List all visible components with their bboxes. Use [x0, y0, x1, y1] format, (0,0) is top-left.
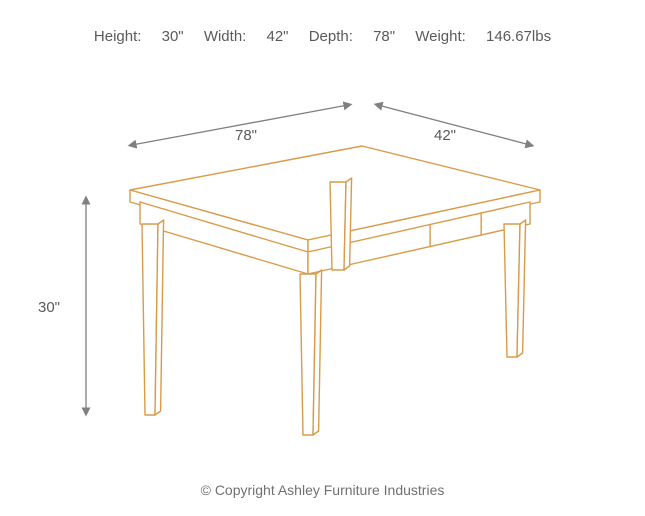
copyright-text: © Copyright Ashley Furniture Industries [0, 482, 645, 498]
spec-width-value: 42" [267, 28, 289, 45]
svg-text:78": 78" [235, 127, 257, 144]
spec-height-value: 30" [162, 28, 184, 45]
spec-height-label: Height: [94, 28, 142, 45]
table-diagram-svg: 78" 42" 30" [0, 60, 645, 480]
spec-width-label: Width: [204, 28, 247, 45]
spec-depth-value: 78" [373, 28, 395, 45]
svg-text:30": 30" [38, 299, 60, 316]
spec-row: Height: 30" Width: 42" Depth: 78" Weight… [0, 28, 645, 45]
spec-depth-label: Depth: [309, 28, 353, 45]
spec-weight-value: 146.67lbs [486, 28, 551, 45]
diagram-canvas: 78" 42" 30" [0, 60, 645, 480]
spec-weight-label: Weight: [415, 28, 466, 45]
svg-text:42": 42" [434, 127, 456, 144]
